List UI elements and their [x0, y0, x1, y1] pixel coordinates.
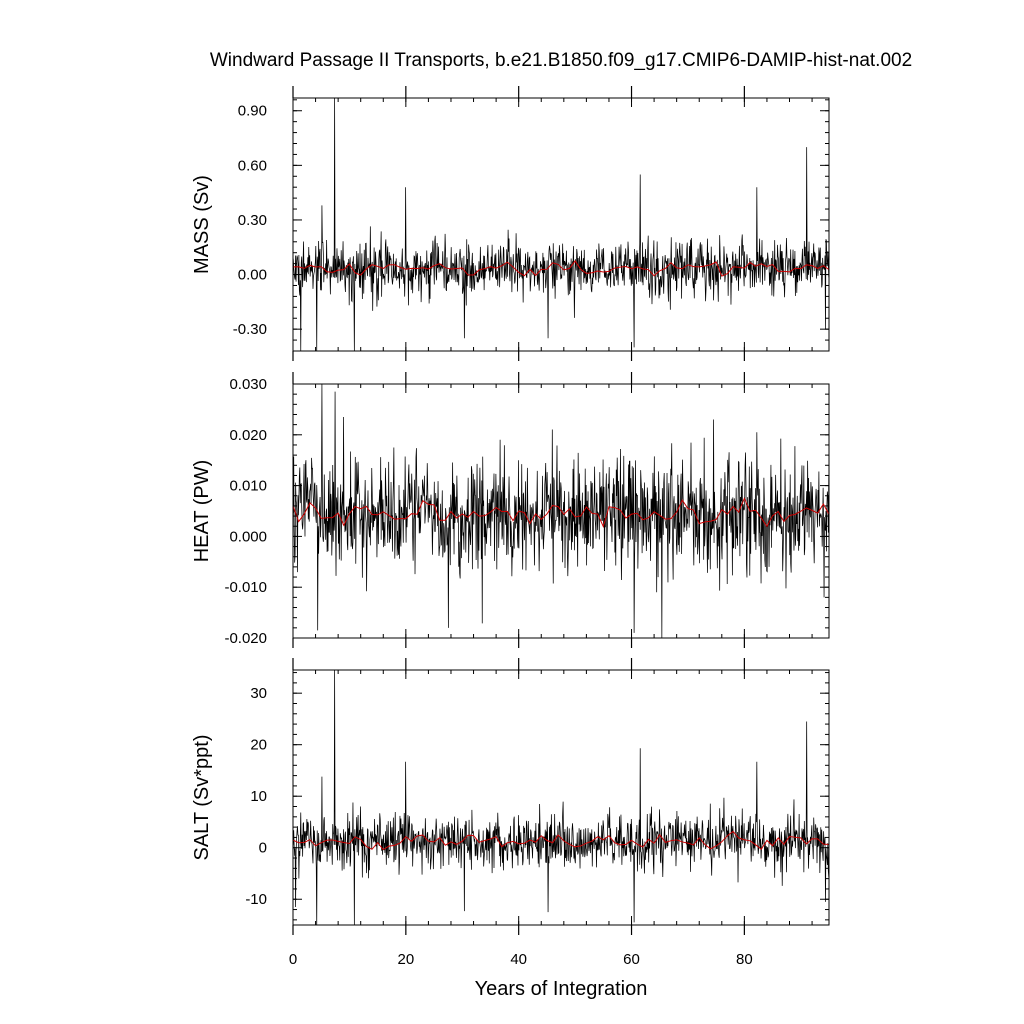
y-tick-label: 0 [259, 840, 267, 857]
y-tick-label: 20 [250, 737, 267, 754]
y-tick-label: 0.60 [238, 157, 267, 174]
chart-title: Windward Passage II Transports, b.e21.B1… [210, 50, 912, 71]
series-line-monthly [293, 384, 829, 638]
series-line-annual-mean [293, 497, 829, 528]
x-tick-label: 60 [623, 951, 640, 968]
y-axis-label: SALT (Sv*ppt) [191, 735, 213, 861]
y-tick-label: -0.020 [224, 630, 267, 647]
y-tick-label: 0.010 [229, 478, 267, 495]
y-tick-label: -10 [245, 891, 267, 908]
y-axis-label: MASS (Sv) [191, 175, 213, 274]
plot-frame [292, 383, 830, 639]
panel-heat: -0.020 -0.010 0.000 0.010 0.020 0.030 HEAT (PW… [191, 372, 830, 648]
y-tick-label: 0.020 [229, 427, 267, 444]
y-axis-label: HEAT (PW) [191, 460, 213, 563]
y-tick-label: 10 [250, 788, 267, 805]
x-tick-label: 20 [397, 951, 414, 968]
plot-frame [292, 97, 830, 352]
y-tick-label: 0.90 [238, 103, 267, 120]
panel-salt: -10 0 10 20 30 0 20 40 60 80 SALT (Sv*ppt) [191, 658, 830, 968]
plot-frame [292, 669, 830, 926]
x-tick-label: 40 [510, 951, 527, 968]
panel-mass: -0.30 0.00 0.30 0.60 0.90 MASS (Sv) [191, 86, 830, 361]
y-tick-label: -0.010 [224, 579, 267, 596]
series-line-annual-mean [293, 260, 829, 277]
plot-area [293, 670, 829, 925]
y-tick-label: 0.30 [238, 212, 267, 229]
y-tick-label: -0.30 [233, 321, 267, 338]
series-line-monthly [293, 670, 829, 925]
series-line-annual-mean [293, 830, 829, 851]
x-tick-label: 80 [736, 951, 753, 968]
y-tick-label: 0.030 [229, 376, 267, 393]
y-tick-label: 0.00 [238, 267, 267, 284]
x-axis-label: Years of Integration [475, 978, 648, 1000]
y-tick-label: 0.000 [229, 528, 267, 545]
plot-area [293, 384, 829, 638]
y-tick-label: 30 [250, 685, 267, 702]
x-tick-label: 0 [289, 951, 297, 968]
plot-area [293, 98, 829, 351]
series-line-monthly [293, 98, 829, 351]
